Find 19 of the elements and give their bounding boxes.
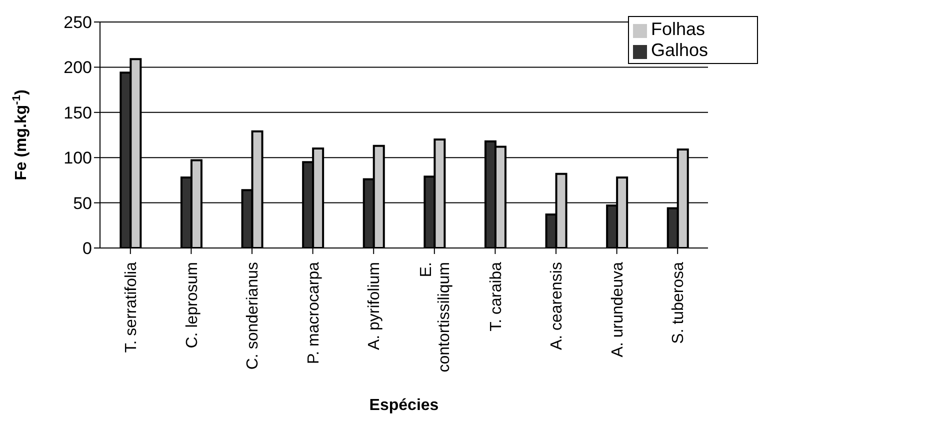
x-tick-label: A. pyrifolium: [366, 262, 384, 350]
x-tick-label: A. urundeuva: [609, 262, 626, 358]
y-tick-label: 50: [73, 194, 92, 213]
x-tick-label: A. cearensis: [548, 262, 566, 350]
x-tick-label: T. caraiba: [488, 262, 505, 332]
x-tick-label: P. macrocarpa: [305, 262, 322, 364]
legend-label: Folhas: [651, 19, 706, 39]
y-tick-label: 100: [64, 148, 92, 168]
y-tick-label: 0: [82, 239, 92, 258]
y-tick-label: 250: [64, 13, 92, 32]
x-axis-title: Espécies: [369, 397, 439, 414]
x-tick-label: S. tuberosa: [670, 262, 688, 344]
x-tick-label: T. serratifolia: [123, 262, 140, 353]
y-tick-label: 150: [64, 103, 92, 122]
x-tick-label: E. contortissiliqum: [418, 262, 453, 372]
y-tick-label: 200: [64, 58, 92, 78]
x-tick-label: C. leprosum: [184, 262, 201, 348]
x-tick-label: C. sonderianus: [244, 262, 262, 370]
legend-label: Galhos: [651, 40, 708, 60]
